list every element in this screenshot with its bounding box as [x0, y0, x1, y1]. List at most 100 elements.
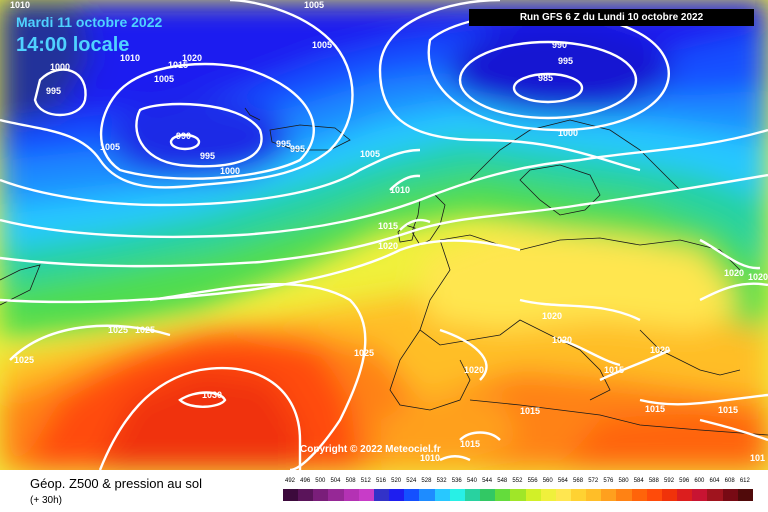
label-1010-nw: 1010	[10, 0, 30, 10]
color-scale-swatch	[495, 489, 511, 501]
color-scale-swatch	[404, 489, 420, 501]
label-985-low: 985	[538, 73, 553, 83]
color-scale-swatch	[586, 489, 602, 501]
label-1010-af: 1010	[420, 453, 440, 463]
geopotential-field	[0, 0, 768, 470]
color-scale-labels: 492 496 500 504 508 512 516 520 524 528 532 536 540 5…	[283, 478, 753, 487]
color-scale-value: 612	[739, 478, 750, 484]
color-scale-swatch	[616, 489, 632, 501]
label-995-c: 995	[200, 151, 215, 161]
color-scale-value: 500	[315, 478, 326, 484]
color-scale-value: 548	[497, 478, 508, 484]
label-1000-w: 1000	[50, 62, 70, 72]
label-990-c: 990	[176, 131, 191, 141]
label-1025-a: 1025	[108, 325, 128, 335]
label-990-low: 990	[552, 40, 567, 50]
color-scale-value: 604	[709, 478, 720, 484]
label-1005-n2: 1005	[154, 74, 174, 84]
color-scale-swatch	[298, 489, 314, 501]
color-scale-swatch	[555, 489, 571, 501]
model-run-label: Run GFS 6 Z du Lundi 10 octobre 2022	[469, 9, 754, 26]
color-scale-value: 560	[542, 478, 553, 484]
color-scale-value: 564	[557, 478, 568, 484]
color-scale-swatch	[419, 489, 435, 501]
color-scale-swatch	[661, 489, 678, 501]
color-scale-value: 496	[300, 478, 311, 484]
color-scale-value: 596	[679, 478, 690, 484]
coastlines	[0, 107, 768, 436]
isobar-labels: 1010 1005 1005 1010 1020 1015 1005 1000 …	[10, 0, 768, 463]
label-1020-c: 1020	[378, 241, 398, 251]
color-scale-value: 524	[406, 478, 417, 484]
color-scale-value: 552	[512, 478, 523, 484]
label-1010-n: 1010	[120, 53, 140, 63]
label-101-se: 101	[750, 453, 765, 463]
label-1020-e1: 1020	[724, 268, 744, 278]
color-scale-value: 568	[573, 478, 584, 484]
color-scale-swatch	[434, 489, 450, 501]
color-scale-swatch	[646, 489, 662, 501]
color-scale-swatch	[358, 489, 374, 501]
label-1015-af: 1015	[520, 406, 540, 416]
color-scale-value: 528	[421, 478, 432, 484]
color-scale-value: 512	[360, 478, 371, 484]
weather-map: 1010 1005 1005 1010 1020 1015 1005 1000 …	[0, 0, 768, 470]
forecast-date: Mardi 11 octobre 2022	[16, 14, 163, 30]
variable-title: Géop. Z500 & pression au sol	[30, 476, 202, 491]
color-scale-swatch	[737, 489, 753, 501]
label-1000-c: 1000	[220, 166, 240, 176]
label-1010-c: 1010	[390, 185, 410, 195]
label-1005-n1: 1005	[312, 40, 332, 50]
color-scale-swatch	[373, 489, 390, 501]
color-scale-value: 520	[391, 478, 402, 484]
color-scale-swatch	[389, 489, 405, 501]
color-scale-value: 572	[588, 478, 599, 484]
color-scale-swatch	[692, 489, 708, 501]
color-scale-swatch	[601, 489, 617, 501]
color-scale-value: 576	[603, 478, 614, 484]
color-scale-value: 580	[618, 478, 629, 484]
color-scale-swatch	[722, 489, 738, 501]
isobars	[0, 0, 768, 470]
forecast-local-time: 14:00 locale	[16, 34, 130, 56]
label-1020-gr: 1020	[650, 345, 670, 355]
label-1020-e2: 1020	[748, 272, 768, 282]
color-scale-value: 536	[451, 478, 462, 484]
copyright-notice: Copyright © 2022 Meteociel.fr	[300, 444, 441, 455]
label-1020-n: 1020	[182, 53, 202, 63]
color-scale-value: 556	[527, 478, 538, 484]
label-995-low: 995	[558, 56, 573, 66]
color-scale-value: 532	[436, 478, 447, 484]
color-scale-swatch	[328, 489, 344, 501]
color-scale-swatch	[510, 489, 526, 501]
color-scale-value: 516	[375, 478, 386, 484]
color-scale-swatch	[677, 489, 693, 501]
label-1000-scan: 1000	[558, 128, 578, 138]
color-scale-value: 588	[648, 478, 659, 484]
label-1020-sp: 1020	[464, 365, 484, 375]
label-1005-w: 1005	[100, 142, 120, 152]
label-1020-fr: 1020	[542, 311, 562, 321]
color-scale-value: 600	[694, 478, 705, 484]
color-scale-bar	[283, 489, 753, 501]
label-1005-top: 1005	[304, 0, 324, 10]
color-scale-swatch	[631, 489, 647, 501]
label-1020-it: 1020	[552, 335, 572, 345]
color-scale-value: 608	[724, 478, 735, 484]
color-scale-value: 584	[633, 478, 644, 484]
label-1025-w: 1025	[14, 355, 34, 365]
color-scale-value: 504	[330, 478, 341, 484]
color-scale-value: 540	[466, 478, 477, 484]
color-scale-value: 508	[345, 478, 356, 484]
label-1015-e: 1015	[645, 404, 665, 414]
color-scale-swatch	[313, 489, 329, 501]
label-1015-se: 1015	[718, 405, 738, 415]
label-1025-b: 1025	[135, 325, 155, 335]
map-canvas: 1010 1005 1005 1010 1020 1015 1005 1000 …	[0, 0, 768, 470]
label-1025-iberia: 1025	[354, 348, 374, 358]
color-scale-swatch	[480, 489, 496, 501]
color-scale-swatch	[570, 489, 587, 501]
label-995-ice1: 995	[276, 139, 291, 149]
color-scale-swatch	[343, 489, 359, 501]
color-scale-swatch	[525, 489, 541, 501]
